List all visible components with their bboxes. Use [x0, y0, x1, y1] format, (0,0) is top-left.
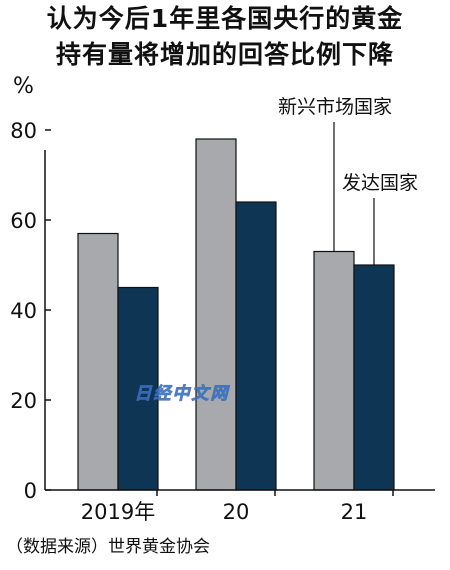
- watermark: 日经中文网: [135, 384, 231, 404]
- series-label-developed: 发达国家: [342, 172, 418, 194]
- chart-title-line-2: 持有量将增加的回答比例下降: [55, 40, 394, 69]
- y-tick-label-60: 60: [10, 209, 37, 233]
- y-tick-label-40: 40: [10, 299, 37, 323]
- bar-emerging-2: [313, 250, 355, 491]
- y-axis-unit: %: [13, 74, 34, 99]
- series-label-emerging: 新兴市场国家: [278, 96, 392, 118]
- chart-title-line-1: 认为今后1年里各国央行的黄金: [46, 4, 404, 33]
- bar-emerging-1: [195, 138, 237, 491]
- y-tick-label-0: 0: [24, 479, 37, 503]
- data-source: （数据来源）世界黄金协会: [6, 537, 210, 557]
- bar-emerging-0: [77, 232, 119, 491]
- x-category-label-1: 20: [223, 500, 250, 524]
- x-category-label-2: 21: [341, 500, 368, 524]
- x-category-label-0: 2019年: [81, 500, 155, 524]
- bar-developed-2: [353, 264, 395, 491]
- y-tick-label-20: 20: [10, 389, 37, 413]
- bar-developed-1: [235, 201, 277, 491]
- y-tick-label-80: 80: [10, 119, 37, 143]
